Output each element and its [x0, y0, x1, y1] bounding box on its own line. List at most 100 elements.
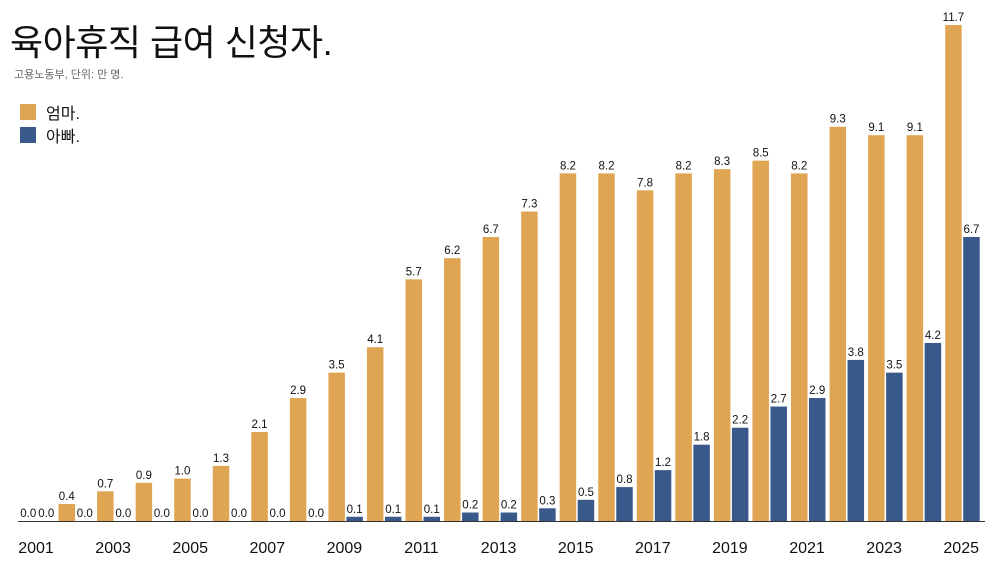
bar-mom-2021 — [791, 173, 808, 521]
bar-mom-2017 — [636, 190, 654, 522]
value-label-dad-2017: 1.2 — [655, 457, 671, 469]
bar-dad-2017 — [654, 470, 672, 521]
value-label-mom-2018: 8.2 — [676, 160, 692, 172]
bar-dad-2015 — [577, 499, 595, 521]
legend: 엄마. 아빠. — [20, 100, 80, 146]
legend-label-mom: 엄마. — [46, 105, 80, 123]
value-label-mom-2022: 9.3 — [830, 114, 846, 126]
value-label-mom-2017: 7.8 — [637, 177, 653, 189]
bar-mom-2024 — [906, 135, 924, 521]
value-label-mom-2004: 0.9 — [136, 470, 152, 482]
bar-dad-2020 — [770, 406, 787, 521]
value-label-mom-2024: 9.1 — [907, 122, 923, 134]
legend-item-mom: 엄마. — [20, 100, 80, 123]
value-label-dad-2021: 2.9 — [809, 385, 825, 397]
x-tick-label-2017: 2017 — [635, 540, 671, 557]
value-label-mom-2010: 4.1 — [367, 334, 383, 346]
bar-mom-2022 — [829, 126, 847, 521]
x-tick-label-2019: 2019 — [712, 540, 748, 557]
value-label-dad-2019: 2.2 — [732, 415, 748, 427]
bar-dad-2014 — [539, 508, 556, 521]
bar-mom-2025 — [945, 25, 962, 521]
value-label-mom-2008: 2.9 — [290, 385, 306, 397]
bar-mom-2010 — [366, 347, 384, 521]
value-label-mom-2023: 9.1 — [868, 122, 884, 134]
bar-dad-2022 — [847, 359, 865, 521]
value-label-dad-2018: 1.8 — [694, 432, 710, 444]
value-label-dad-2008: 0.0 — [308, 508, 324, 520]
bar-dad-2024 — [924, 342, 942, 521]
value-label-dad-2009: 0.1 — [347, 504, 363, 516]
chart-title: 육아휴직 급여 신청자. — [10, 22, 333, 63]
bar-mom-2020 — [752, 160, 769, 521]
x-tick-label-2021: 2021 — [789, 540, 825, 557]
value-label-mom-2011: 5.7 — [406, 266, 422, 278]
bar-mom-2007 — [251, 431, 268, 521]
value-label-dad-2007: 0.0 — [270, 508, 286, 520]
bar-dad-2013 — [500, 512, 518, 521]
bar-dad-2011 — [423, 516, 440, 521]
bar-mom-2008 — [289, 398, 307, 521]
value-label-mom-2001: 0.0 — [20, 508, 36, 520]
bar-dad-2021 — [809, 398, 826, 521]
bar-dad-2023 — [886, 372, 903, 521]
value-label-dad-2024: 4.2 — [925, 330, 941, 342]
bar-mom-2023 — [868, 135, 885, 521]
x-tick-label-2003: 2003 — [95, 540, 131, 557]
value-label-dad-2002: 0.0 — [77, 508, 93, 520]
value-label-dad-2011: 0.1 — [424, 504, 440, 516]
value-label-mom-2014: 7.3 — [521, 199, 537, 211]
x-tick-label-2013: 2013 — [481, 540, 517, 557]
bar-mom-2009 — [328, 372, 345, 521]
value-label-dad-2012: 0.2 — [462, 500, 478, 512]
x-tick-label-2011: 2011 — [404, 540, 439, 557]
value-label-mom-2007: 2.1 — [252, 419, 268, 431]
legend-item-dad: 아빠. — [20, 123, 80, 146]
chart-subtitle: 고용노동부, 단위: 만 명. — [14, 69, 124, 81]
bar-mom-2006 — [212, 465, 230, 521]
x-tick-label-2007: 2007 — [250, 540, 286, 557]
bar-dad-2009 — [346, 516, 363, 521]
value-label-mom-2006: 1.3 — [213, 453, 229, 465]
value-label-mom-2020: 8.5 — [753, 148, 769, 160]
legend-swatch-mom — [20, 103, 36, 120]
bar-dad-2018 — [693, 444, 710, 521]
value-label-mom-2009: 3.5 — [329, 360, 345, 372]
value-label-mom-2002: 0.4 — [59, 491, 76, 503]
bar-dad-2019 — [731, 427, 749, 521]
value-label-mom-2025: 11.7 — [943, 12, 965, 24]
value-label-dad-2014: 0.3 — [539, 495, 555, 507]
value-label-dad-2020: 2.7 — [771, 394, 787, 406]
bar-mom-2014 — [521, 211, 538, 521]
bar-mom-2003 — [97, 491, 114, 521]
value-label-dad-2023: 3.5 — [886, 360, 902, 372]
legend-label-dad: 아빠. — [46, 128, 80, 146]
value-label-dad-2001: 0.0 — [38, 508, 54, 520]
value-label-mom-2013: 6.7 — [483, 224, 499, 236]
value-label-mom-2021: 8.2 — [791, 160, 807, 172]
value-label-mom-2005: 1.0 — [174, 466, 190, 478]
value-label-mom-2015: 8.2 — [560, 160, 576, 172]
bar-mom-2005 — [174, 478, 191, 521]
bar-mom-2015 — [559, 173, 577, 521]
value-label-mom-2012: 6.2 — [444, 245, 460, 257]
bar-dad-2010 — [384, 516, 402, 521]
bar-mom-2016 — [598, 173, 615, 521]
bar-mom-2018 — [675, 173, 692, 521]
bar-dad-2025 — [963, 236, 980, 521]
value-label-mom-2003: 0.7 — [97, 478, 113, 490]
value-label-dad-2015: 0.5 — [578, 487, 594, 499]
x-tick-label-2015: 2015 — [558, 540, 594, 557]
bar-dad-2016 — [616, 487, 633, 521]
value-label-dad-2005: 0.0 — [192, 508, 208, 520]
bar-dad-2012 — [462, 512, 479, 521]
x-tick-label-2001: 2001 — [18, 540, 54, 557]
value-label-dad-2016: 0.8 — [617, 474, 633, 486]
value-label-dad-2003: 0.0 — [115, 508, 131, 520]
bar-mom-2013 — [482, 236, 500, 521]
value-label-dad-2010: 0.1 — [385, 504, 401, 516]
x-tick-label-2023: 2023 — [866, 540, 902, 557]
value-label-dad-2006: 0.0 — [231, 508, 247, 520]
bar-mom-2012 — [444, 258, 461, 521]
